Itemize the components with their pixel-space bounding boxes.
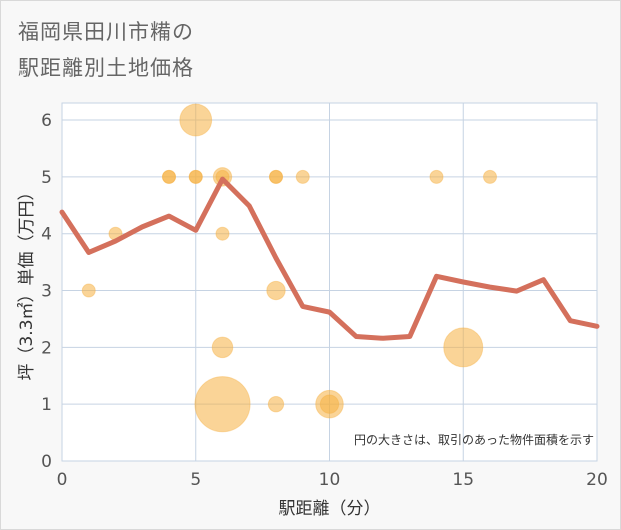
bubble-point[interactable]	[194, 376, 251, 433]
bubble-point[interactable]	[81, 283, 96, 298]
y-tick-label: 4	[41, 225, 52, 245]
bubble-point[interactable]	[429, 169, 444, 184]
x-tick-label: 0	[57, 470, 68, 490]
y-tick-label: 6	[41, 111, 52, 131]
bubble-point[interactable]	[267, 395, 285, 413]
bubble-point[interactable]	[266, 280, 286, 301]
bubble-point[interactable]	[179, 103, 213, 137]
x-tick-label: 5	[190, 470, 201, 490]
y-tick-label: 0	[41, 452, 52, 472]
x-tick-label: 10	[319, 470, 341, 490]
y-axis-title: 坪（3.3㎡）単価（万円）	[17, 183, 37, 380]
x-tick-label: 15	[452, 470, 474, 490]
chart-title: 福岡県田川市糒の 駅距離別土地価格	[18, 14, 194, 86]
bubble-point[interactable]	[483, 169, 497, 184]
bubble-point[interactable]	[215, 226, 230, 241]
y-tick-label: 1	[41, 395, 52, 415]
y-tick-label: 3	[41, 282, 52, 302]
bubble-point[interactable]	[211, 336, 234, 359]
bubble-point[interactable]	[443, 327, 484, 368]
bubble-size-note: 円の大きさは、取引のあった物件面積を示す	[354, 432, 594, 447]
bubble-point[interactable]	[269, 169, 283, 184]
y-tick-label: 5	[41, 168, 52, 188]
bubble-point[interactable]	[295, 169, 310, 184]
average-price-line	[59, 176, 600, 341]
chart-title-line-1: 福岡県田川市糒の	[18, 20, 194, 44]
x-tick-label: 20	[586, 470, 608, 490]
y-tick-label: 2	[41, 338, 52, 358]
bubble-point[interactable]	[319, 394, 340, 414]
x-axis-title: 駅距離（分）	[279, 499, 381, 519]
bubble-point[interactable]	[188, 169, 203, 184]
chart-title-line-2: 駅距離別土地価格	[18, 56, 194, 80]
bubble-point[interactable]	[162, 169, 176, 184]
